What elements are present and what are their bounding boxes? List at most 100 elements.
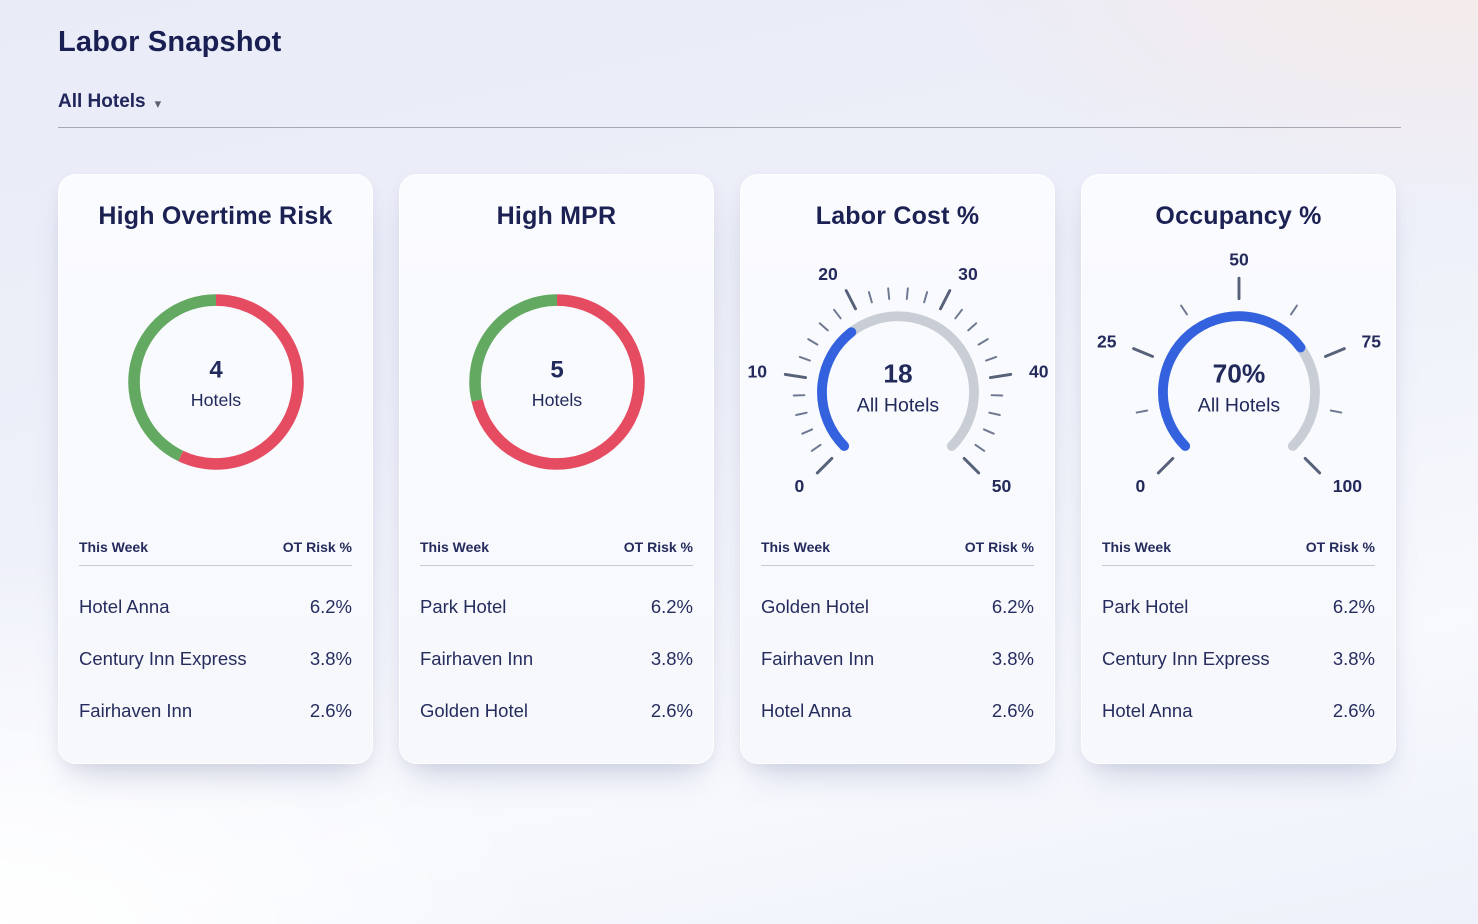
gauge-major-tick — [1303, 456, 1321, 474]
gauge-minor-tick — [987, 411, 1001, 416]
donut-center-value: 4 — [209, 357, 223, 384]
card-title: High MPR — [496, 202, 617, 230]
gauge-center-value: 18 — [883, 358, 912, 388]
gauge-minor-tick — [867, 290, 873, 303]
column-header-ot-risk: OT Risk % — [1305, 539, 1375, 555]
hotel-ot-risk-value: 6.2% — [309, 596, 352, 617]
donut-center-label: Hotels — [190, 390, 241, 410]
column-header-ot-risk: OT Risk % — [623, 539, 693, 555]
header-divider — [58, 127, 1401, 128]
chart-area: 5 Hotels — [420, 231, 693, 533]
column-header-ot-risk: OT Risk % — [964, 539, 1034, 555]
gauge-center-label: All Hotels — [856, 394, 939, 416]
gauge-value-arc — [816, 326, 856, 451]
kpi-cards-row: High Overtime Risk 4 Hotels This Week OT … — [58, 174, 1420, 764]
gauge-tick-label: 50 — [1229, 249, 1249, 269]
table-row: Park Hotel 6.2% — [1102, 596, 1375, 618]
gauge-center-label: All Hotels — [1197, 394, 1280, 416]
gauge-tick-label: 50 — [991, 475, 1011, 495]
chart-area: 0 10 20 30 40 50 18 All Hotels — [747, 231, 1048, 533]
table-separator — [761, 565, 1034, 566]
table-separator — [420, 565, 693, 566]
hotel-name: Hotel Anna — [761, 700, 852, 721]
gauge-tick-label: 75 — [1361, 331, 1381, 351]
hotel-ot-risk-value: 3.8% — [1332, 648, 1375, 669]
hotel-table: This Week OT Risk % Park Hotel 6.2% Cent… — [1102, 539, 1375, 722]
table-row: Hotel Anna 6.2% — [79, 596, 352, 618]
gauge-tick-label: 10 — [747, 361, 767, 381]
gauge-tick-label: 0 — [794, 475, 804, 495]
donut-segment-red — [470, 294, 645, 470]
gauge-minor-tick — [977, 337, 989, 346]
hotel-ot-risk-value: 2.6% — [991, 700, 1034, 721]
gauge-major-tick — [1156, 456, 1174, 474]
gauge-minor-tick — [1135, 409, 1148, 414]
donut-chart: 4 Hotels — [127, 294, 304, 470]
hotel-ot-risk-value: 6.2% — [991, 596, 1034, 617]
gauge-chart: 0 10 20 30 40 50 18 All Hotels — [747, 263, 1048, 495]
card-occupancy: Occupancy % 0 25 50 75 100 70% All Hotels This… — [1081, 174, 1396, 764]
hotel-name: Park Hotel — [1102, 596, 1189, 617]
table-row: Fairhaven Inn 2.6% — [79, 700, 352, 722]
hotel-name: Hotel Anna — [79, 596, 170, 617]
column-header-this-week: This Week — [420, 539, 489, 555]
gauge-minor-tick — [798, 355, 811, 362]
donut-center-value: 5 — [550, 357, 563, 384]
table-header: This Week OT Risk % — [1102, 539, 1375, 555]
column-header-this-week: This Week — [79, 539, 148, 555]
gauge-minor-tick — [966, 321, 977, 331]
hotel-name: Golden Hotel — [761, 596, 869, 617]
hotel-name: Fairhaven Inn — [79, 700, 193, 721]
gauge-major-tick — [844, 288, 857, 310]
column-header-this-week: This Week — [761, 539, 830, 555]
table-header: This Week OT Risk % — [761, 539, 1034, 555]
hotel-name: Hotel Anna — [1102, 700, 1193, 721]
hotel-ot-risk-value: 2.6% — [1332, 700, 1375, 721]
gauge-chart: 0 25 50 75 100 70% All Hotels — [1096, 249, 1381, 495]
gauge-minor-tick — [806, 337, 818, 346]
table-row: Park Hotel 6.2% — [420, 596, 693, 618]
hotel-name: Century Inn Express — [1102, 648, 1270, 669]
gauge-minor-tick — [982, 427, 995, 435]
table-row: Century Inn Express 3.8% — [1102, 648, 1375, 670]
hotel-ot-risk-value: 2.6% — [650, 700, 693, 721]
hotel-ot-risk-value: 6.2% — [1332, 596, 1375, 617]
column-header-ot-risk: OT Risk % — [282, 539, 352, 555]
gauge-major-tick — [1323, 346, 1346, 358]
hotel-name: Golden Hotel — [420, 700, 528, 721]
gauge-minor-tick — [1329, 409, 1342, 414]
gauge-minor-tick — [832, 308, 842, 319]
gauge-value-arc — [1157, 310, 1305, 451]
gauge-major-tick — [962, 456, 980, 474]
table-header: This Week OT Risk % — [79, 539, 352, 555]
table-header: This Week OT Risk % — [420, 539, 693, 555]
hotel-table: This Week OT Risk % Park Hotel 6.2% Fair… — [420, 539, 693, 722]
table-row: Fairhaven Inn 3.8% — [761, 648, 1034, 670]
gauge-major-tick — [938, 288, 951, 310]
table-row: Hotel Anna 2.6% — [1102, 700, 1375, 722]
hotel-ot-risk-value: 2.6% — [309, 700, 352, 721]
labor-snapshot-page: Labor Snapshot All Hotels ▾ High Overtim… — [58, 26, 1420, 764]
gauge-major-tick — [1131, 346, 1154, 358]
page-title: Labor Snapshot — [58, 26, 282, 58]
gauge-tick-label: 25 — [1096, 331, 1116, 351]
hotel-filter-dropdown[interactable]: All Hotels ▾ — [58, 91, 161, 113]
table-row: Fairhaven Inn 3.8% — [420, 648, 693, 670]
gauge-minor-tick — [794, 411, 808, 416]
table-row: Golden Hotel 2.6% — [420, 700, 693, 722]
hotel-ot-risk-value: 3.8% — [991, 648, 1034, 669]
gauge-minor-tick — [886, 286, 890, 300]
gauge-center-value: 70% — [1212, 358, 1265, 388]
hotel-table: This Week OT Risk % Golden Hotel 6.2% Fa… — [761, 539, 1034, 722]
hotel-filter-label: All Hotels — [58, 91, 146, 112]
gauge-minor-tick — [1289, 304, 1298, 315]
gauge-major-tick — [783, 372, 807, 379]
gauge-minor-tick — [984, 355, 997, 362]
hotel-name: Park Hotel — [420, 596, 507, 617]
card-high-mpr: High MPR 5 Hotels This Week OT Risk % Par… — [399, 174, 714, 764]
card-title: Occupancy % — [1155, 202, 1322, 230]
gauge-tick-label: 0 — [1135, 475, 1145, 495]
donut-center-label: Hotels — [531, 390, 582, 410]
gauge-minor-tick — [810, 443, 822, 452]
donut-segment-green — [127, 294, 216, 462]
